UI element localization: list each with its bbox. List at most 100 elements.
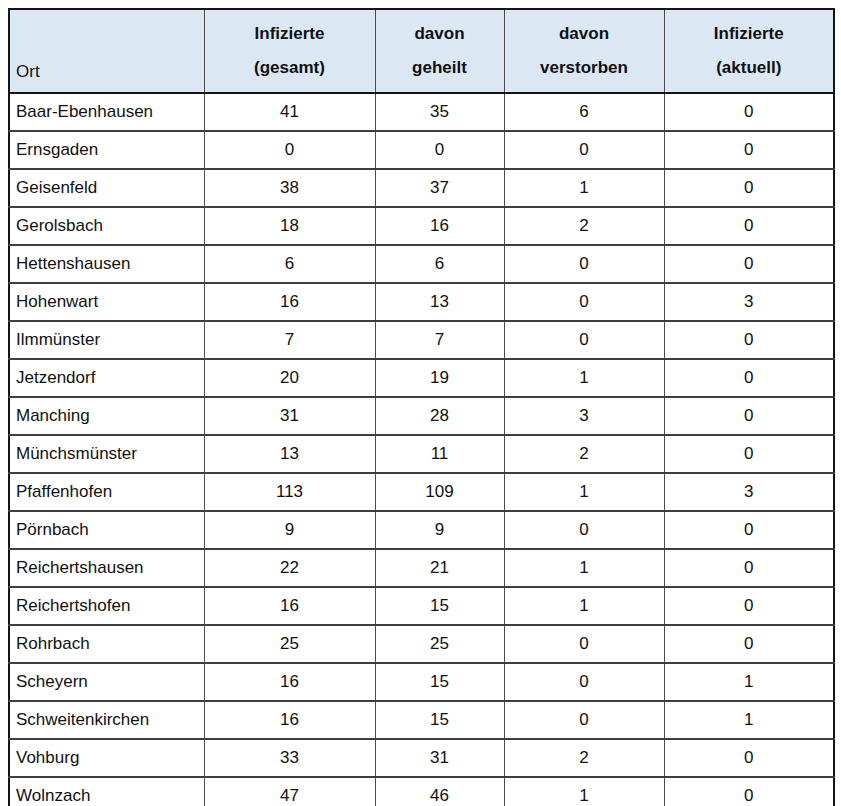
header-line: davon [376, 17, 504, 51]
table-row: Baar-Ebenhausen413560 [9, 93, 834, 131]
value-cell: 6 [504, 93, 664, 131]
ort-cell: Ernsgaden [9, 131, 204, 169]
value-cell: 0 [504, 245, 664, 283]
value-cell: 0 [664, 739, 834, 777]
value-cell: 46 [375, 777, 504, 806]
table-row: Schweitenkirchen161501 [9, 701, 834, 739]
value-cell: 0 [504, 321, 664, 359]
value-cell: 6 [204, 245, 375, 283]
value-cell: 0 [504, 511, 664, 549]
value-cell: 31 [204, 397, 375, 435]
ort-cell: Reichertshausen [9, 549, 204, 587]
table-row: Ernsgaden0000 [9, 131, 834, 169]
value-cell: 1 [504, 169, 664, 207]
value-cell: 20 [204, 359, 375, 397]
value-cell: 28 [375, 397, 504, 435]
column-header-davon-geheilt: davon geheilt [375, 9, 504, 93]
value-cell: 25 [204, 625, 375, 663]
table-row: Ilmmünster7700 [9, 321, 834, 359]
value-cell: 16 [204, 283, 375, 321]
value-cell: 0 [504, 701, 664, 739]
value-cell: 9 [375, 511, 504, 549]
value-cell: 11 [375, 435, 504, 473]
table-row: Wolnzach474610 [9, 777, 834, 806]
value-cell: 41 [204, 93, 375, 131]
ort-cell: Jetzendorf [9, 359, 204, 397]
value-cell: 0 [664, 93, 834, 131]
header-line: geheilt [376, 51, 504, 85]
value-cell: 22 [204, 549, 375, 587]
value-cell: 0 [664, 397, 834, 435]
value-cell: 3 [504, 397, 664, 435]
value-cell: 1 [504, 587, 664, 625]
value-cell: 13 [204, 435, 375, 473]
table-row: Manching312830 [9, 397, 834, 435]
value-cell: 0 [664, 777, 834, 806]
value-cell: 7 [375, 321, 504, 359]
ort-cell: Geisenfeld [9, 169, 204, 207]
value-cell: 0 [664, 587, 834, 625]
ort-cell: Baar-Ebenhausen [9, 93, 204, 131]
value-cell: 1 [664, 663, 834, 701]
header-line: verstorben [505, 51, 664, 85]
table-row: Rohrbach252500 [9, 625, 834, 663]
header-line: (gesamt) [205, 51, 375, 85]
ort-cell: Manching [9, 397, 204, 435]
header-line: (aktuell) [665, 51, 834, 85]
value-cell: 21 [375, 549, 504, 587]
value-cell: 3 [664, 473, 834, 511]
header-line: Infizierte [665, 17, 834, 51]
value-cell: 0 [504, 663, 664, 701]
column-header-davon-verstorben: davon verstorben [504, 9, 664, 93]
value-cell: 15 [375, 587, 504, 625]
table-row: Hettenshausen6600 [9, 245, 834, 283]
value-cell: 0 [204, 131, 375, 169]
value-cell: 16 [204, 701, 375, 739]
value-cell: 0 [375, 131, 504, 169]
column-header-ort: Ort [9, 9, 204, 93]
value-cell: 16 [204, 663, 375, 701]
value-cell: 7 [204, 321, 375, 359]
value-cell: 6 [375, 245, 504, 283]
value-cell: 0 [664, 245, 834, 283]
value-cell: 1 [504, 359, 664, 397]
value-cell: 33 [204, 739, 375, 777]
value-cell: 47 [204, 777, 375, 806]
value-cell: 0 [504, 625, 664, 663]
ort-cell: Pfaffenhofen [9, 473, 204, 511]
ort-cell: Ilmmünster [9, 321, 204, 359]
value-cell: 109 [375, 473, 504, 511]
ort-cell: Reichertshofen [9, 587, 204, 625]
value-cell: 0 [664, 435, 834, 473]
value-cell: 38 [204, 169, 375, 207]
table-row: Geisenfeld383710 [9, 169, 834, 207]
value-cell: 35 [375, 93, 504, 131]
value-cell: 1 [504, 777, 664, 806]
table-row: Pörnbach9900 [9, 511, 834, 549]
value-cell: 0 [664, 169, 834, 207]
value-cell: 0 [664, 511, 834, 549]
value-cell: 0 [664, 625, 834, 663]
value-cell: 1 [504, 549, 664, 587]
value-cell: 0 [664, 131, 834, 169]
ort-cell: Pörnbach [9, 511, 204, 549]
value-cell: 2 [504, 435, 664, 473]
table-row: Hohenwart161303 [9, 283, 834, 321]
ort-cell: Wolnzach [9, 777, 204, 806]
value-cell: 0 [504, 131, 664, 169]
header-line: Infizierte [205, 17, 375, 51]
value-cell: 0 [504, 283, 664, 321]
value-cell: 0 [664, 321, 834, 359]
table-row: Jetzendorf201910 [9, 359, 834, 397]
value-cell: 25 [375, 625, 504, 663]
value-cell: 16 [375, 207, 504, 245]
value-cell: 19 [375, 359, 504, 397]
value-cell: 9 [204, 511, 375, 549]
value-cell: 2 [504, 739, 664, 777]
value-cell: 1 [504, 473, 664, 511]
value-cell: 1 [664, 701, 834, 739]
value-cell: 0 [664, 549, 834, 587]
ort-cell: Vohburg [9, 739, 204, 777]
infection-table: Ort Infizierte (gesamt) davon geheilt da… [8, 8, 835, 806]
value-cell: 37 [375, 169, 504, 207]
